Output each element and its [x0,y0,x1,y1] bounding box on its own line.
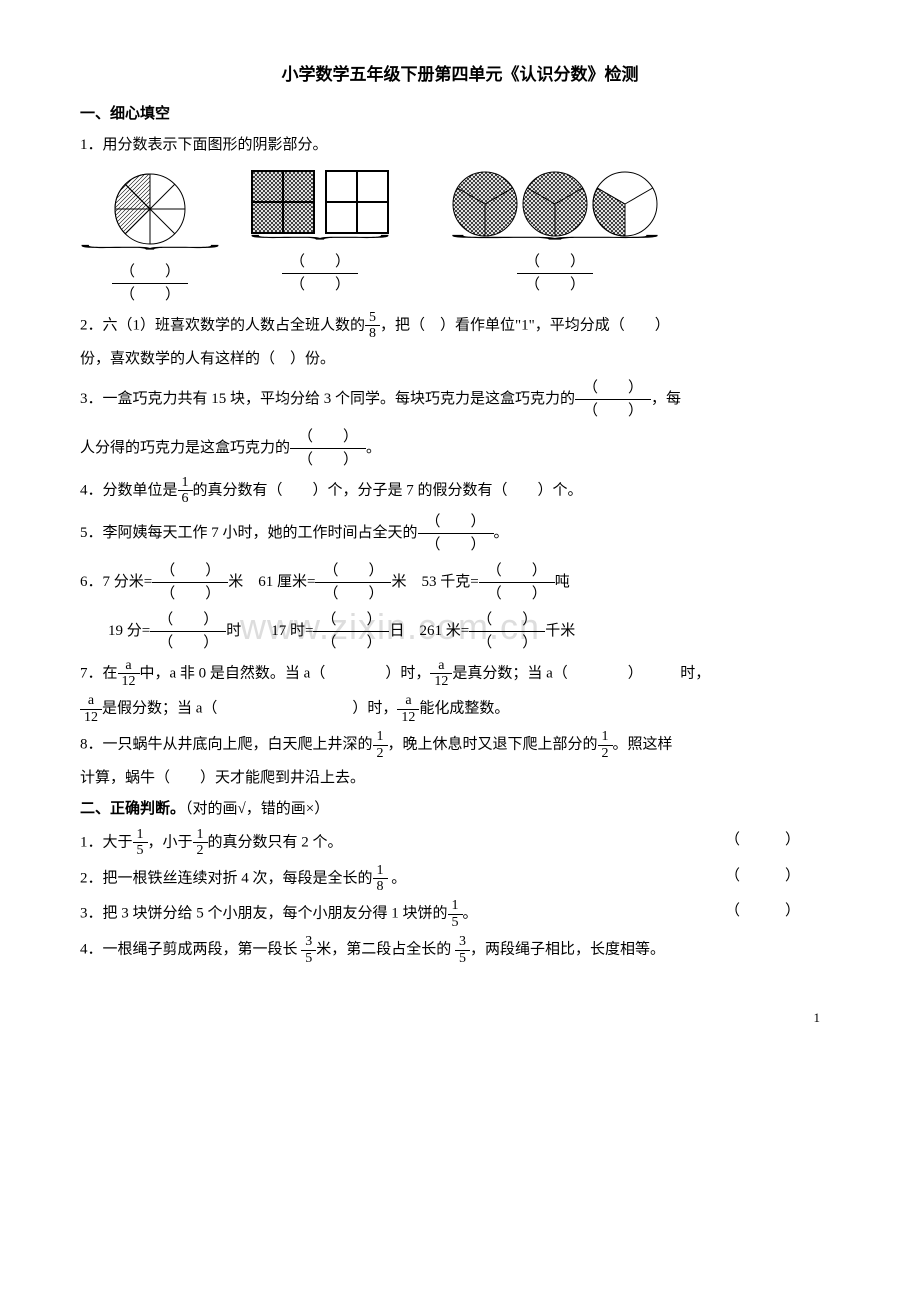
fraction: a12 [430,658,452,690]
fraction: a12 [80,693,102,725]
blank-fraction: （ ）（ ） [418,511,494,556]
q8: 8．一只蜗牛从井底向上爬，白天爬上井深的12，晚上休息时又退下爬上部分的12。照… [80,729,840,761]
fraction: 35 [455,934,470,966]
fraction: 15 [448,898,463,930]
section1-header: 一、细心填空 [80,101,840,128]
fraction: 12 [598,729,613,761]
answer-paren: （ ） [725,827,800,854]
s2q3: 3．把 3 块饼分给 5 个小朋友，每个小朋友分得 1 块饼的15。 （ ） [80,898,840,930]
squares-icon [250,169,390,239]
fraction: 58 [365,310,380,342]
doc-title: 小学数学五年级下册第四单元《认识分数》检测 [80,60,840,91]
brace-icon: ︸ [78,250,222,257]
fraction: a12 [397,693,419,725]
shapes-row: ︸ （ ） （ ） ︸ （ ） （ ） [110,169,840,306]
pie-icon [110,169,190,249]
blank-fraction: （ ） （ ） [517,251,593,296]
s2q4: 4．一根绳子剪成两段，第一段长 35米，第二段占全长的 35，两段绳子相比，长度… [80,934,840,966]
content: 小学数学五年级下册第四单元《认识分数》检测 一、细心填空 1．用分数表示下面图形… [80,60,840,1029]
blank-fraction: （ ）（ ） [152,560,228,605]
circles-icon [450,169,660,239]
q2-cont: 份，喜欢数学的人有这样的（ ）份。 [80,346,840,373]
q7-cont: a12是假分数；当 a（ ）时，a12能化成整数。 [80,693,840,725]
q5: 5．李阿姨每天工作 7 小时，她的工作时间占全天的（ ）（ ）。 [80,511,840,556]
blank-fraction: （ ）（ ） [150,609,226,654]
s2q1: 1．大于15，小于12的真分数只有 2 个。 （ ） [80,827,840,859]
section2-subheader: （对的画√，错的画×） [185,801,329,817]
fraction: 18 [373,863,388,895]
fraction: 16 [178,475,193,507]
fraction: 12 [193,827,208,859]
q6-cont: 19 分=（ ）（ ）时 17 时=（ ）（ ）日 261 米=（ ）（ ）千米 [108,609,840,654]
brace-icon: ︸ [248,240,392,247]
shape-group-2: ︸ （ ） （ ） [250,169,390,306]
q8-cont: 计算，蜗牛（ ）天才能爬到井沿上去。 [80,765,840,792]
fraction: 15 [133,827,148,859]
q7: 7．在a12中，a 非 0 是自然数。当 a（ ）时，a12是真分数；当 a（ … [80,658,840,690]
shape-group-1: ︸ （ ） （ ） [110,169,190,306]
q1-text: 1．用分数表示下面图形的阴影部分。 [80,132,840,159]
answer-paren: （ ） [725,898,800,925]
page-number: 1 [80,1006,820,1029]
q6: 6．7 分米=（ ）（ ）米 61 厘米=（ ）（ ）米 53 千克=（ ）（ … [80,560,840,605]
fraction: a12 [118,658,140,690]
blank-fraction: （ ）（ ） [479,560,555,605]
section2-header: 二、正确判断。 [80,801,185,817]
s2q2: 2．把一根铁丝连续对折 4 次，每段是全长的18 。 （ ） [80,863,840,895]
blank-fraction: （ ）（ ） [290,426,366,471]
blank-fraction: （ ）（ ） [315,560,391,605]
section2-header-line: 二、正确判断。（对的画√，错的画×） [80,796,840,823]
blank-fraction: （ ） （ ） [282,251,358,296]
blank-fraction: （ ）（ ） [575,377,651,422]
shape-group-3: ︸ （ ） （ ） [450,169,660,306]
q2: 2．六（1）班喜欢数学的人数占全班人数的58，把（ ）看作单位"1"，平均分成（… [80,310,840,342]
blank-fraction: （ ） （ ） [112,261,188,306]
answer-paren: （ ） [725,863,800,890]
brace-icon: ︸ [447,240,663,247]
q3-cont: 人分得的巧克力是这盒巧克力的（ ）（ ）。 [80,426,840,471]
blank-fraction: （ ）（ ） [313,609,389,654]
q4: 4．分数单位是16的真分数有（ ）个，分子是 7 的假分数有（ ）个。 [80,475,840,507]
fraction: 12 [373,729,388,761]
blank-fraction: （ ）（ ） [469,609,545,654]
q3: 3．一盒巧克力共有 15 块，平均分给 3 个同学。每块巧克力是这盒巧克力的（ … [80,377,840,422]
fraction: 35 [301,934,316,966]
